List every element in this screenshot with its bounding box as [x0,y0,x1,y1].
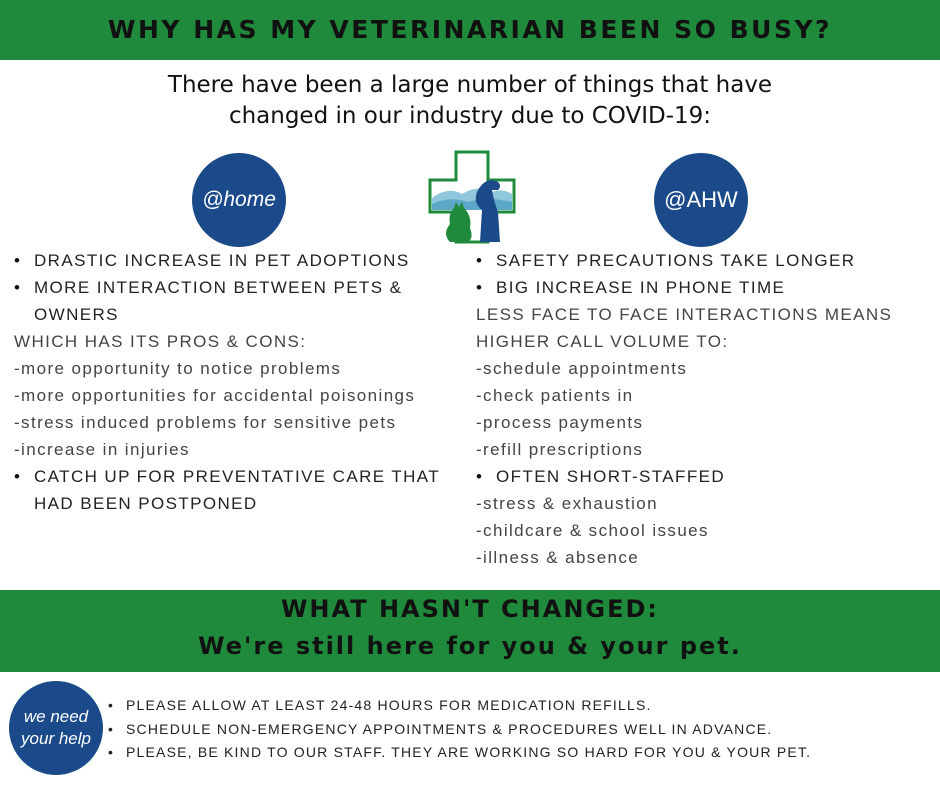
list-detail: -increase in injuries [14,440,190,459]
help-item: SCHEDULE NON-EMERGENCY APPOINTMENTS & PR… [108,718,811,742]
footer-subtitle: We're still here for you & your pet. [198,632,742,660]
left-list: DRASTIC INCREASE IN PET ADOPTIONSMORE IN… [14,247,474,517]
badge-text: @AHW [664,187,738,212]
header-bar: WHY HAS MY VETERINARIAN BEEN SO BUSY? [0,0,940,60]
list-heading: CATCH UP FOR PREVENTATIVE CARE THAT HAD … [14,463,474,517]
home-badge: @home [192,153,286,247]
list-heading: DRASTIC INCREASE IN PET ADOPTIONS [14,247,474,274]
help-item: PLEASE ALLOW AT LEAST 24-48 HOURS FOR ME… [108,694,811,718]
badge-text: your help [21,729,91,748]
list-detail: -refill prescriptions [476,440,644,459]
list-heading: BIG INCREASE IN PHONE TIME [476,274,936,301]
list-detail: -check patients in [476,386,634,405]
footer-title: WHAT HASN'T CHANGED: [280,595,660,623]
help-item: PLEASE, BE KIND TO OUR STAFF. THEY ARE W… [108,741,811,765]
header-title: WHY HAS MY VETERINARIAN BEEN SO BUSY? [107,15,833,44]
list-detail: -stress & exhaustion [476,494,659,513]
help-list: PLEASE ALLOW AT LEAST 24-48 HOURS FOR ME… [108,694,811,765]
list-detail: -stress induced problems for sensitive p… [14,413,397,432]
list-detail: -more opportunities for accidental poiso… [14,386,416,405]
list-detail: -more opportunity to notice problems [14,359,342,378]
ahw-badge: @AHW [654,153,748,247]
list-detail: LESS FACE TO FACE INTERACTIONS MEANS HIG… [476,305,893,351]
list-heading: OFTEN SHORT-STAFFED [476,463,936,490]
footer-bar: WHAT HASN'T CHANGED: We're still here fo… [0,590,940,672]
list-detail: WHICH HAS ITS PROS & CONS: [14,332,307,351]
list-detail: -process payments [476,413,644,432]
intro: There have been a large number of things… [0,70,940,132]
list-detail: -schedule appointments [476,359,688,378]
intro-line: changed in our industry due to COVID-19: [228,103,712,129]
list-detail: -childcare & school issues [476,521,709,540]
logo [428,150,516,244]
help-badge: we need your help [9,681,103,775]
list-heading: SAFETY PRECAUTIONS TAKE LONGER [476,247,936,274]
badge-text: @home [202,188,276,211]
intro-line: There have been a large number of things… [167,72,773,98]
list-detail: -illness & absence [476,548,640,567]
right-list: SAFETY PRECAUTIONS TAKE LONGERBIG INCREA… [476,247,936,571]
badge-text: we need [23,707,89,726]
list-heading: MORE INTERACTION BETWEEN PETS & OWNERS [14,274,474,328]
